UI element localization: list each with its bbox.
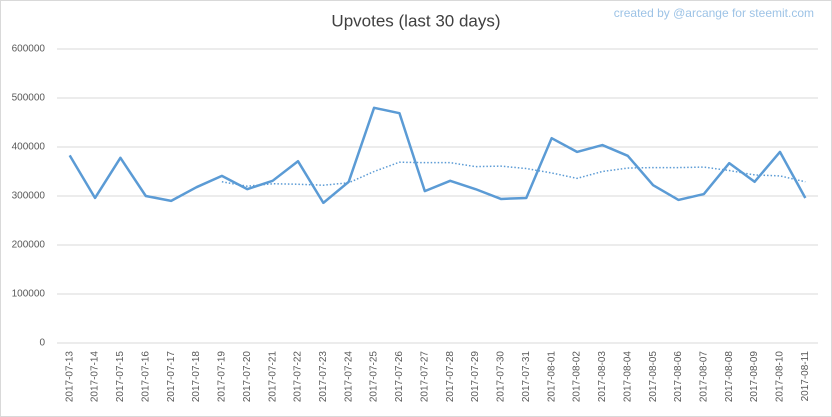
y-tick-label: 300000 xyxy=(12,191,46,202)
x-tick-label: 2017-07-14 xyxy=(90,351,101,403)
x-tick-label: 2017-07-22 xyxy=(293,351,304,403)
y-tick-label: 0 xyxy=(39,338,45,349)
x-tick-label: 2017-07-17 xyxy=(166,351,177,403)
x-tick-label: 2017-07-15 xyxy=(115,351,126,403)
x-tick-label: 2017-08-08 xyxy=(724,351,735,403)
x-tick-label: 2017-08-02 xyxy=(572,351,583,403)
x-tick-label: 2017-07-28 xyxy=(445,351,456,403)
x-tick-label: 2017-08-04 xyxy=(622,351,633,403)
x-tick-label: 2017-08-09 xyxy=(749,351,760,403)
data-line xyxy=(68,106,807,205)
x-tick-label: 2017-07-24 xyxy=(343,351,354,403)
x-tick-label: 2017-08-07 xyxy=(698,351,709,403)
y-tick-label: 600000 xyxy=(12,44,46,55)
x-tick-label: 2017-07-25 xyxy=(369,351,380,403)
y-tick-label: 400000 xyxy=(12,142,46,153)
x-tick-label: 2017-07-29 xyxy=(470,351,481,403)
x-tick-label: 2017-07-26 xyxy=(394,351,405,403)
x-tick-label: 2017-07-13 xyxy=(64,351,75,403)
x-tick-label: 2017-08-11 xyxy=(800,351,811,402)
x-tick-label: 2017-07-19 xyxy=(217,351,228,403)
x-tick-label: 2017-08-05 xyxy=(648,351,659,403)
y-tick-label: 100000 xyxy=(12,289,46,300)
x-tick-label: 2017-08-06 xyxy=(673,351,684,403)
y-tick-label: 200000 xyxy=(12,240,46,251)
x-tick-label: 2017-07-18 xyxy=(191,351,202,403)
x-tick-label: 2017-07-23 xyxy=(318,351,329,403)
credit: created by @arcange for steemit.com xyxy=(614,6,814,20)
x-tick-label: 2017-07-30 xyxy=(496,351,507,403)
x-tick-label: 2017-07-16 xyxy=(140,351,151,403)
x-tick-label: 2017-07-20 xyxy=(242,351,253,403)
x-tick-label: 2017-08-01 xyxy=(546,351,557,403)
x-tick-label: 2017-07-27 xyxy=(419,351,430,403)
x-tick-label: 2017-08-03 xyxy=(597,351,608,403)
x-tick-label: 2017-08-10 xyxy=(775,351,786,403)
x-tick-label: 2017-07-21 xyxy=(267,351,278,403)
chart-title: Upvotes (last 30 days) xyxy=(331,11,500,30)
x-tick-label: 2017-07-31 xyxy=(521,351,532,403)
y-tick-label: 500000 xyxy=(12,93,46,104)
